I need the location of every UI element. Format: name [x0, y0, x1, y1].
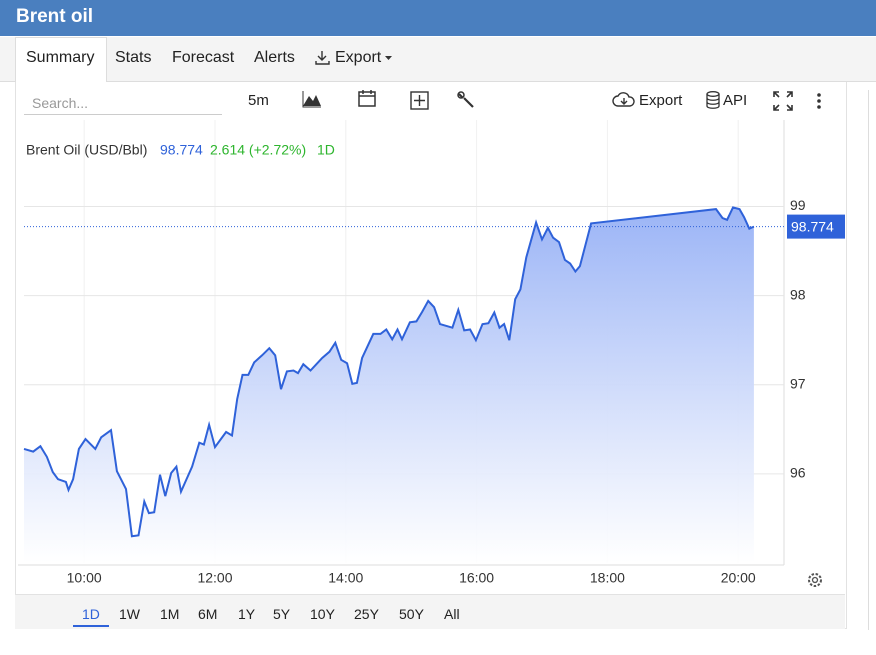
line — [23, 206, 755, 538]
divider — [868, 90, 869, 630]
range-button[interactable]: 6M — [198, 606, 218, 622]
page-title: Brent oil — [16, 6, 94, 27]
range-bar — [15, 594, 845, 629]
api-button[interactable]: API — [723, 92, 748, 109]
search-input[interactable]: Search... — [32, 95, 89, 111]
legend-period: 1D — [317, 142, 335, 158]
header: Brent oil — [0, 0, 876, 36]
range-button[interactable]: 25Y — [354, 606, 379, 622]
x-tick-label: 10:00 — [67, 570, 102, 586]
legend-price: 98.774 — [160, 142, 203, 158]
calendar-icon[interactable] — [358, 89, 376, 107]
area — [24, 207, 754, 563]
x-tick-label: 12:00 — [197, 570, 232, 586]
add-icon[interactable] — [410, 91, 430, 111]
search-underline — [24, 114, 222, 115]
tab-bar — [0, 37, 876, 82]
tab[interactable]: Stats — [115, 49, 152, 66]
active-tab-bg — [15, 37, 107, 82]
tab[interactable]: Alerts — [254, 49, 295, 66]
range-button[interactable]: 1W — [119, 606, 140, 622]
range-button[interactable]: 1Y — [238, 606, 256, 622]
tab[interactable]: Export — [335, 49, 382, 66]
last-price-box — [787, 214, 845, 239]
range-button[interactable]: 1M — [160, 606, 180, 622]
range-button[interactable]: 10Y — [310, 606, 335, 622]
more-icon[interactable] — [815, 92, 823, 110]
plot — [18, 120, 845, 566]
interval-button[interactable]: 5m — [248, 92, 269, 109]
x-tick-label: 14:00 — [328, 570, 363, 586]
last-price-label: 98.774 — [791, 218, 834, 234]
tab[interactable]: Forecast — [172, 49, 235, 66]
y-tick-label: 97 — [790, 375, 806, 391]
settings-wrench[interactable] — [457, 91, 475, 109]
gear-icon[interactable] — [808, 573, 822, 587]
x-tick-label: 16:00 — [459, 570, 494, 586]
x-tick-label: 18:00 — [590, 570, 625, 586]
range-button[interactable]: 1D — [82, 606, 100, 622]
range-button[interactable]: 5Y — [273, 606, 291, 622]
database-icon — [706, 91, 720, 109]
y-tick-label: 96 — [790, 465, 806, 481]
download-icon — [315, 51, 330, 65]
active-range-underline — [73, 625, 109, 627]
range-button[interactable]: 50Y — [399, 606, 424, 622]
cloud-icon — [612, 92, 635, 107]
y-tick-label: 98 — [790, 286, 806, 302]
caret — [385, 56, 392, 60]
tab[interactable]: Summary — [26, 49, 95, 66]
y-tick-label: 99 — [790, 197, 806, 213]
export-button[interactable]: Export — [639, 92, 683, 109]
legend-change: 2.614 (+2.72%) — [210, 142, 306, 158]
fullscreen-icon[interactable] — [773, 91, 793, 111]
legend-name: Brent Oil (USD/Bbl) — [26, 142, 147, 158]
range-button[interactable]: All — [444, 606, 460, 622]
x-tick-label: 20:00 — [721, 570, 756, 586]
chart-type-icon[interactable] — [302, 90, 322, 108]
